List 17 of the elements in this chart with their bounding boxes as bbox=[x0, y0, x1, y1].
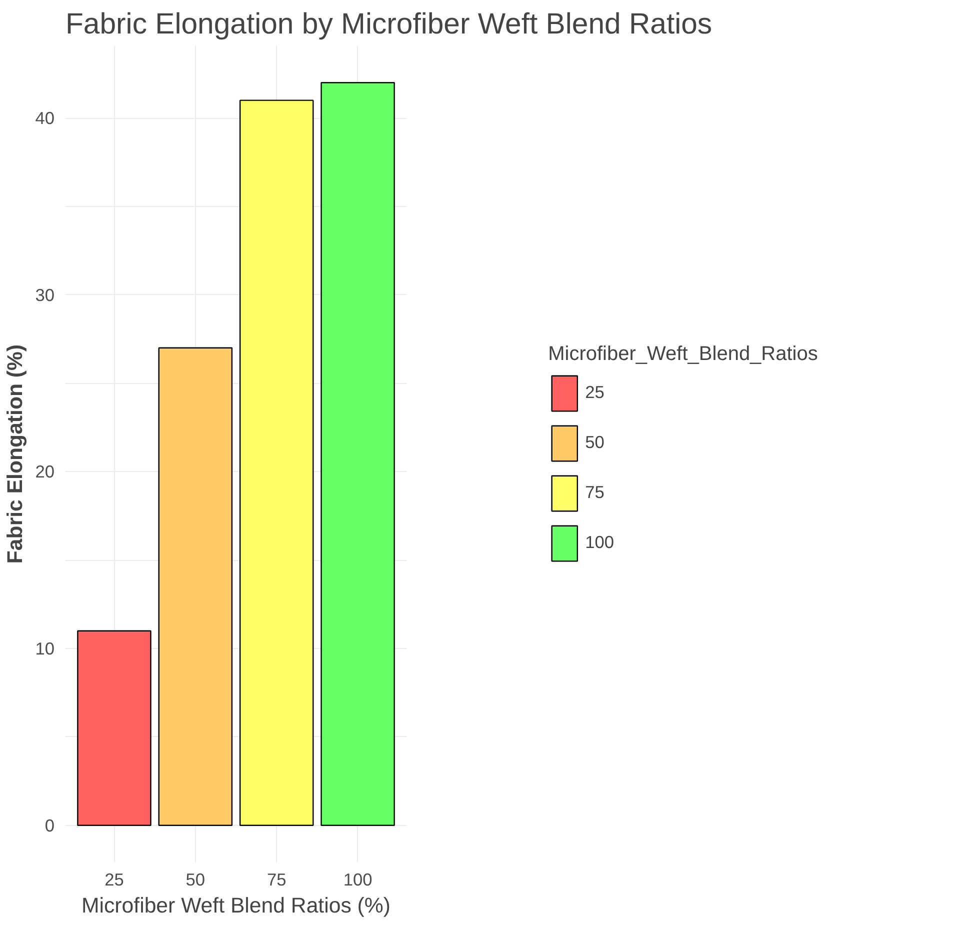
y-tick-label: 0 bbox=[44, 815, 55, 836]
y-tick-label: 20 bbox=[35, 462, 55, 482]
legend-label: 25 bbox=[585, 382, 606, 403]
legend-label: 100 bbox=[585, 532, 614, 553]
y-tick-label: 40 bbox=[35, 108, 55, 128]
x-tick-label: 75 bbox=[266, 870, 286, 890]
x-tick-label: 100 bbox=[343, 870, 372, 890]
x-axis-title: Microfiber Weft Blend Ratios (%) bbox=[82, 894, 390, 918]
legend-label: 75 bbox=[585, 482, 606, 503]
legend-label: 50 bbox=[585, 432, 606, 453]
y-axis-title: Fabric Elongation (%) bbox=[3, 344, 28, 564]
legend-title: Microfiber_Weft_Blend_Ratios bbox=[548, 342, 818, 366]
x-tick-label: 50 bbox=[186, 870, 206, 890]
y-tick-label: 10 bbox=[35, 638, 55, 659]
y-tick-label: 30 bbox=[35, 284, 55, 305]
chart-title: Fabric Elongation by Microfiber Weft Blend Ratios bbox=[66, 8, 712, 40]
x-tick-label: 25 bbox=[104, 870, 124, 890]
